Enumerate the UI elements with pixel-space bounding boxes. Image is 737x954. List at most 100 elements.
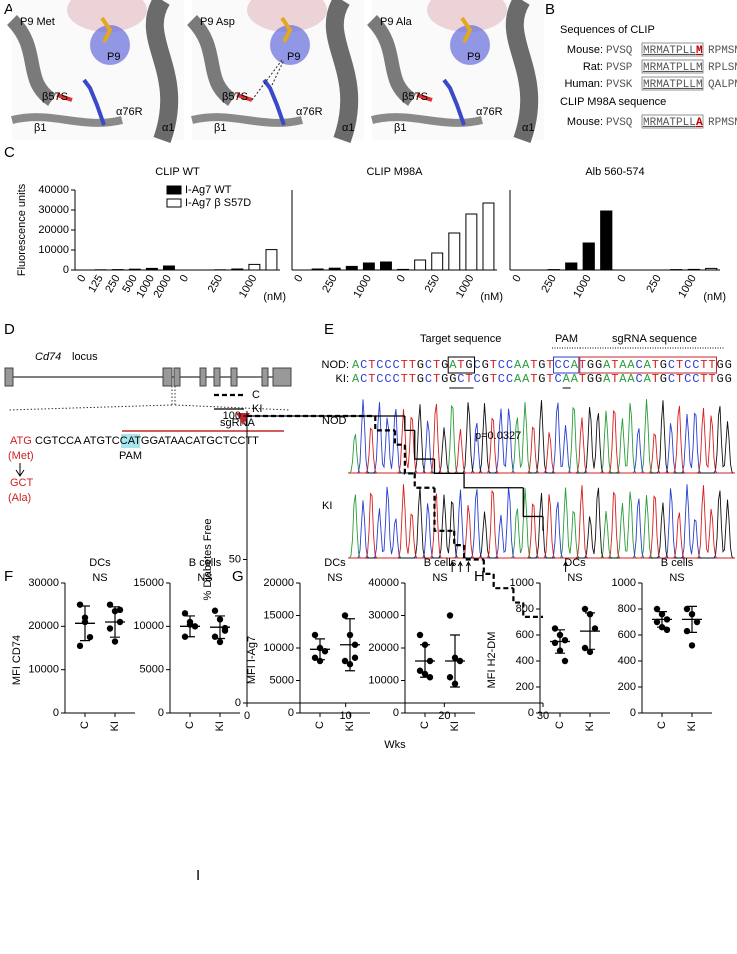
side-chain: [442, 78, 466, 126]
x-tick-label: 20: [438, 710, 450, 722]
data-point: [221, 627, 229, 634]
data-point: [311, 631, 319, 639]
y-tick-label: 400: [618, 655, 636, 667]
pam-box: [553, 356, 581, 374]
legend-label: C: [252, 389, 260, 401]
strand: [371, 113, 483, 127]
species: Rat:: [583, 61, 603, 73]
bar: [448, 232, 461, 271]
y-tick-label: 0: [235, 697, 241, 709]
side-chain: [460, 16, 473, 43]
annotation: NS: [567, 572, 582, 584]
y-tick-label: 10000: [368, 674, 399, 686]
panel-label: D: [4, 321, 15, 338]
sd-bar: [450, 634, 460, 688]
y-tick-label: 1000: [510, 577, 534, 589]
y-tick-label: 10000: [38, 244, 69, 256]
structure-label: P9: [107, 51, 120, 63]
mutation-arrow: [15, 463, 25, 477]
chart-title: B cells: [189, 557, 222, 569]
data-point: [653, 605, 661, 613]
x-tick-label: KI: [344, 721, 356, 731]
x-tick-label: 0: [615, 273, 628, 284]
side-chain: [280, 16, 293, 43]
seq-post: RPLSM: [708, 62, 737, 74]
target-box: [447, 356, 476, 374]
structure-label: β1: [214, 122, 226, 134]
structure-label: α1: [162, 122, 174, 134]
data-point: [111, 638, 119, 645]
x-tick-label: KI: [449, 721, 461, 731]
sd-bar: [687, 605, 697, 633]
y-axis-label: MFI H2-DM: [486, 632, 498, 689]
y-tick-label: 600: [618, 629, 636, 641]
survival-step: [522, 487, 543, 518]
sgrna-seq-label: sgRNA sequence: [612, 333, 697, 345]
sd-bar: [80, 605, 90, 642]
x-axis-label: (nM): [703, 291, 726, 303]
panel-label: B: [545, 1, 555, 18]
survival-step: [482, 559, 494, 575]
chromatogram-trace: [348, 403, 735, 474]
y-tick-label: 15000: [263, 609, 294, 621]
data-point: [663, 626, 671, 633]
survival-step: [453, 530, 465, 547]
structure-image: P9 Met P9 β57S α76R β1 α1: [6, 0, 184, 144]
track-label: KI: [322, 500, 332, 512]
data-point: [551, 639, 559, 646]
sd-bar: [315, 638, 325, 661]
y-tick-label: 0: [630, 707, 636, 719]
structure-label: α76R: [116, 106, 143, 118]
annotation: NS: [327, 572, 342, 584]
side-chain: [82, 78, 106, 126]
x-tick-label: KI: [109, 721, 121, 731]
data-point: [416, 631, 424, 639]
helix: [325, 0, 359, 144]
species: Mouse:: [567, 116, 603, 128]
y-tick-label: 200: [618, 681, 636, 693]
structure-label: β1: [394, 122, 406, 134]
x-tick-label: C: [656, 721, 668, 729]
legend-swatch: [166, 185, 182, 195]
bar: [565, 262, 578, 271]
bar: [482, 202, 495, 271]
annotation: NS: [669, 572, 684, 584]
surface: [427, 0, 507, 32]
chart-title: DCs: [324, 557, 346, 569]
pam-label: PAM: [119, 450, 142, 462]
bar: [582, 242, 595, 271]
y-tick-label: 5000: [270, 674, 294, 686]
pam-label: PAM: [555, 333, 578, 345]
panel-label: G: [232, 568, 244, 585]
bar: [431, 252, 444, 271]
exon: [230, 367, 238, 387]
bar: [231, 268, 244, 271]
y-tick-label: 10000: [28, 664, 59, 676]
dna-sequence: ACTCCCTTGCTGATGCGTCCAATGTCCATGGATAACATGC…: [352, 358, 732, 372]
y-tick-label: 200: [516, 681, 534, 693]
species: Mouse:: [567, 44, 603, 56]
chart-title: Alb 560-574: [585, 166, 644, 178]
x-tick-label: KI: [686, 721, 698, 731]
sd-bar: [420, 644, 430, 678]
y-tick-label: 400: [516, 655, 534, 667]
data-point: [561, 657, 569, 665]
data-point: [688, 642, 696, 649]
bar: [414, 259, 427, 271]
seq-core: MRMATPLL: [643, 45, 696, 57]
y-tick-label: 40000: [38, 184, 69, 196]
y-tick-label: 0: [528, 707, 534, 719]
y-tick-label: 0: [53, 707, 59, 719]
helix: [366, 15, 417, 106]
data-point: [351, 654, 359, 661]
helix: [6, 15, 57, 106]
data-point: [106, 625, 114, 632]
track-label: NOD: [322, 415, 347, 427]
sd-bar: [555, 629, 565, 654]
x-axis-label: Wks: [384, 739, 406, 751]
x-tick-label: 0: [244, 710, 250, 722]
residue-label: P9 Ala: [380, 16, 413, 28]
y-tick-label: 1000: [612, 577, 636, 589]
data-point: [116, 606, 124, 614]
